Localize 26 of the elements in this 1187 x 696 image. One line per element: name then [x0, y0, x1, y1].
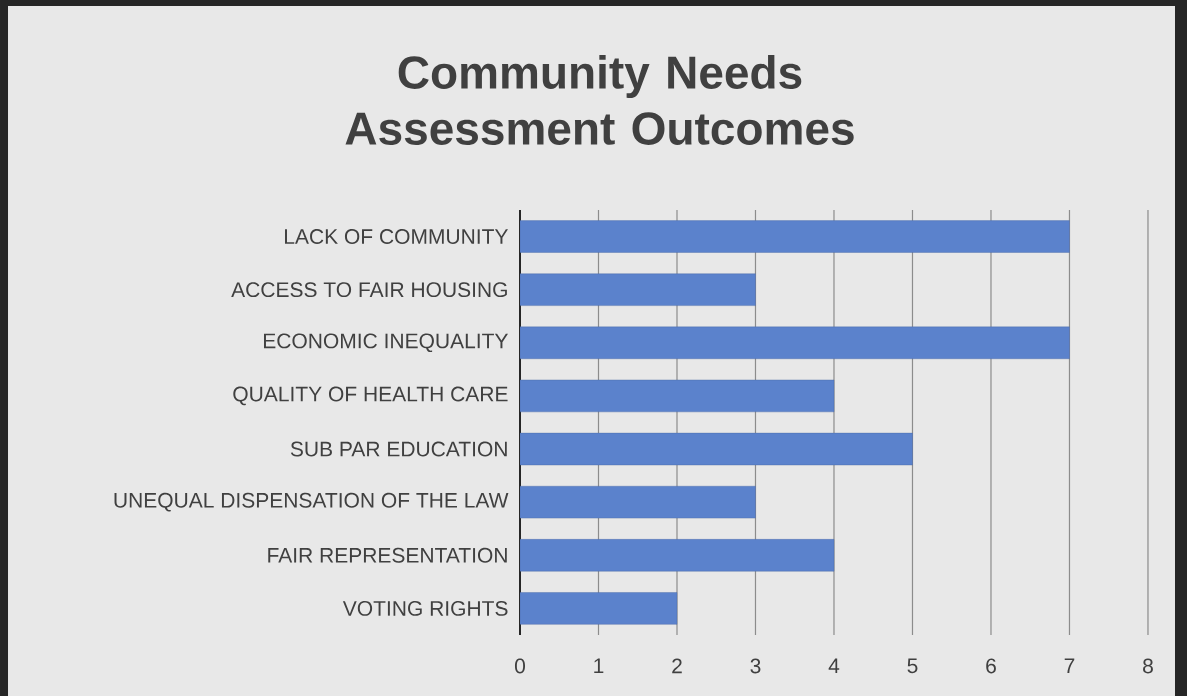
x-tick-label: 7 — [1064, 658, 1075, 673]
bar — [520, 273, 756, 306]
y-tick-label: QUALITY OF HEALTH CARE — [233, 386, 508, 406]
x-tick-label: 3 — [750, 658, 761, 674]
bar — [520, 326, 1070, 359]
y-tick-label: UNEQUAL DISPENSATION OF THE LAW — [114, 492, 509, 512]
x-tick-label: 5 — [907, 658, 918, 674]
x-tick-label: 4 — [828, 658, 840, 673]
x-tick-label: 8 — [1143, 658, 1153, 674]
chart-title: Community Needs Assessment Outcomes — [345, 55, 854, 145]
bar — [520, 379, 835, 413]
x-tick-label: 2 — [672, 658, 682, 674]
bar — [520, 220, 1070, 253]
bar — [520, 592, 678, 625]
y-tick-label: FAIR REPRESENTATION — [268, 547, 507, 563]
y-tick-label: LACK OF COMMUNITY — [285, 229, 508, 244]
x-tick-label: 6 — [986, 658, 996, 674]
y-tick-label: ACCESS TO FAIR HOUSING — [231, 282, 507, 298]
y-tick-label: ECONOMIC INEQUALITY — [264, 333, 508, 353]
bar — [520, 432, 913, 466]
bar — [520, 539, 835, 572]
x-tick-label: 0 — [514, 658, 526, 674]
y-tick-label: SUB PAR EDUCATION — [290, 441, 507, 457]
y-tick-label: VOTING RIGHTS — [342, 600, 508, 616]
x-tick-label: 1 — [594, 658, 604, 673]
bar — [520, 486, 756, 519]
